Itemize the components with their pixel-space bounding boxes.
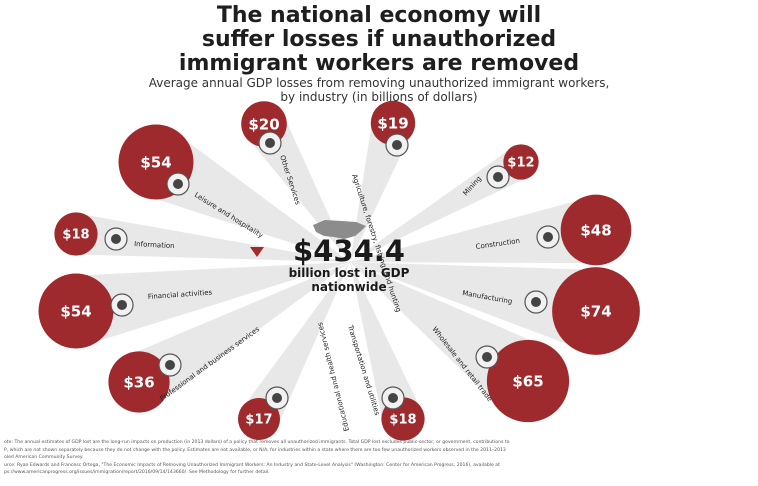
title-line: suffer losses if unauthorized xyxy=(201,27,557,52)
plug-icon xyxy=(388,393,398,403)
total-value: $434.4 xyxy=(293,234,405,268)
data-bubble xyxy=(503,144,539,180)
data-label: $17 xyxy=(245,413,272,428)
data-label: $12 xyxy=(507,156,534,171)
house-icon xyxy=(543,232,553,242)
ray xyxy=(73,213,350,262)
tools-icon xyxy=(531,297,541,307)
data-label: $18 xyxy=(389,413,416,428)
ray xyxy=(350,196,601,264)
data-label: $18 xyxy=(62,228,89,243)
trees-icon xyxy=(392,140,402,150)
down-arrow-icon xyxy=(250,247,264,257)
data-bubble xyxy=(54,212,98,256)
footnotes: ote: The annual estimates of GDP lost ar… xyxy=(4,440,664,478)
title-line: immigrant workers are removed xyxy=(178,51,580,76)
data-bubble xyxy=(108,351,170,413)
data-bubble xyxy=(237,397,281,441)
ray xyxy=(350,147,530,262)
ray xyxy=(350,262,423,426)
subtitle-line: by industry (in billions of dollars) xyxy=(280,90,478,104)
food-tray-icon xyxy=(173,179,183,189)
footnote-line: ote: The annual estimates of GDP lost ar… xyxy=(4,440,510,445)
calculator-icon xyxy=(165,360,175,370)
data-bubble xyxy=(560,194,632,266)
subtitle-line: Average annual GDP losses from removing … xyxy=(148,76,610,90)
data-label: $74 xyxy=(580,302,611,320)
total-label: billion lost in GDP nationwide xyxy=(254,266,444,294)
ray xyxy=(69,262,350,347)
data-bubble xyxy=(38,273,114,349)
mining-icon xyxy=(493,172,503,182)
data-label: $65 xyxy=(512,372,543,390)
footnote-line: ps://www.americanprogress.org/issues/imm… xyxy=(4,470,270,476)
total-callout: $434.4 billion lost in GDP nationwide xyxy=(250,234,444,294)
data-label: $19 xyxy=(377,114,408,132)
category-label: Information xyxy=(134,240,175,250)
data-label: $48 xyxy=(580,221,611,239)
pen-icon xyxy=(265,138,275,148)
microscope-icon xyxy=(272,393,282,403)
money-bag-icon xyxy=(117,300,127,310)
chart-icon xyxy=(111,234,121,244)
data-bubble xyxy=(370,100,416,146)
data-label: $20 xyxy=(248,115,279,133)
footnote-line: oled American Community Survey. xyxy=(4,455,84,461)
total-label-line: billion lost in GDP xyxy=(288,266,410,280)
title-line: The national economy will xyxy=(216,3,542,28)
category-label: Educational and health services xyxy=(316,321,351,432)
data-label: $54 xyxy=(60,302,91,320)
ray xyxy=(241,262,350,430)
us-map-icon xyxy=(313,220,366,239)
data-bubble xyxy=(486,339,570,423)
data-label: $36 xyxy=(123,373,154,391)
chart-subtitle: Average annual GDP losses from removing … xyxy=(0,76,758,104)
total-label-line: nationwide xyxy=(311,280,387,294)
chart-title: The national economy will suffer losses … xyxy=(0,4,758,76)
footnote-line: urce: Ryan Edwards and Francesc Ortega, … xyxy=(4,462,500,468)
ray xyxy=(124,262,350,408)
data-label: $54 xyxy=(140,153,171,171)
footnote-line: P, which are not shown separately becaus… xyxy=(4,447,506,453)
storefront-icon xyxy=(482,352,492,362)
data-bubble xyxy=(552,267,640,355)
ray xyxy=(350,262,605,352)
